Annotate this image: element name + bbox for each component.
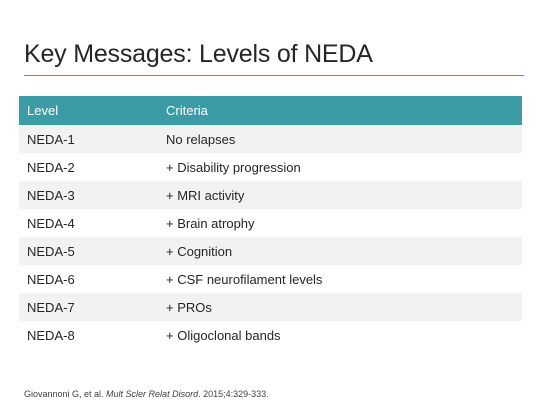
criteria-cell: No relapses — [158, 125, 522, 153]
level-cell: NEDA-2 — [19, 153, 158, 181]
table-row: NEDA-1 No relapses — [19, 125, 522, 153]
level-cell: NEDA-8 — [19, 321, 158, 349]
level-cell: NEDA-7 — [19, 293, 158, 321]
criteria-cell: + Cognition — [158, 237, 522, 265]
citation: Giovannoni G, et al. Mult Scler Relat Di… — [24, 389, 269, 399]
table-header-row: Level Criteria — [19, 96, 522, 125]
table-row: NEDA-4 + Brain atrophy — [19, 209, 522, 237]
criteria-cell: + PROs — [158, 293, 522, 321]
title-divider — [24, 75, 524, 76]
criteria-cell: + Brain atrophy — [158, 209, 522, 237]
citation-journal: Mult Scler Relat Disord — [106, 389, 199, 399]
citation-authors: Giovannoni G, et al. — [24, 389, 107, 399]
criteria-cell: + Disability progression — [158, 153, 522, 181]
level-cell: NEDA-5 — [19, 237, 158, 265]
table-row: NEDA-5 + Cognition — [19, 237, 522, 265]
criteria-cell: + CSF neurofilament levels — [158, 265, 522, 293]
level-cell: NEDA-3 — [19, 181, 158, 209]
slide-title: Key Messages: Levels of NEDA — [24, 40, 373, 68]
table-row: NEDA-2 + Disability progression — [19, 153, 522, 181]
table-row: NEDA-7 + PROs — [19, 293, 522, 321]
level-cell: NEDA-1 — [19, 125, 158, 153]
citation-details: . 2015;4:329-333. — [198, 389, 269, 399]
level-cell: NEDA-4 — [19, 209, 158, 237]
level-cell: NEDA-6 — [19, 265, 158, 293]
table-row: NEDA-6 + CSF neurofilament levels — [19, 265, 522, 293]
header-level: Level — [19, 96, 158, 125]
neda-levels-table: Level Criteria NEDA-1 No relapses NEDA-2… — [19, 96, 522, 349]
table-row: NEDA-8 + Oligoclonal bands — [19, 321, 522, 349]
table-row: NEDA-3 + MRI activity — [19, 181, 522, 209]
criteria-cell: + MRI activity — [158, 181, 522, 209]
criteria-cell: + Oligoclonal bands — [158, 321, 522, 349]
header-criteria: Criteria — [158, 96, 522, 125]
